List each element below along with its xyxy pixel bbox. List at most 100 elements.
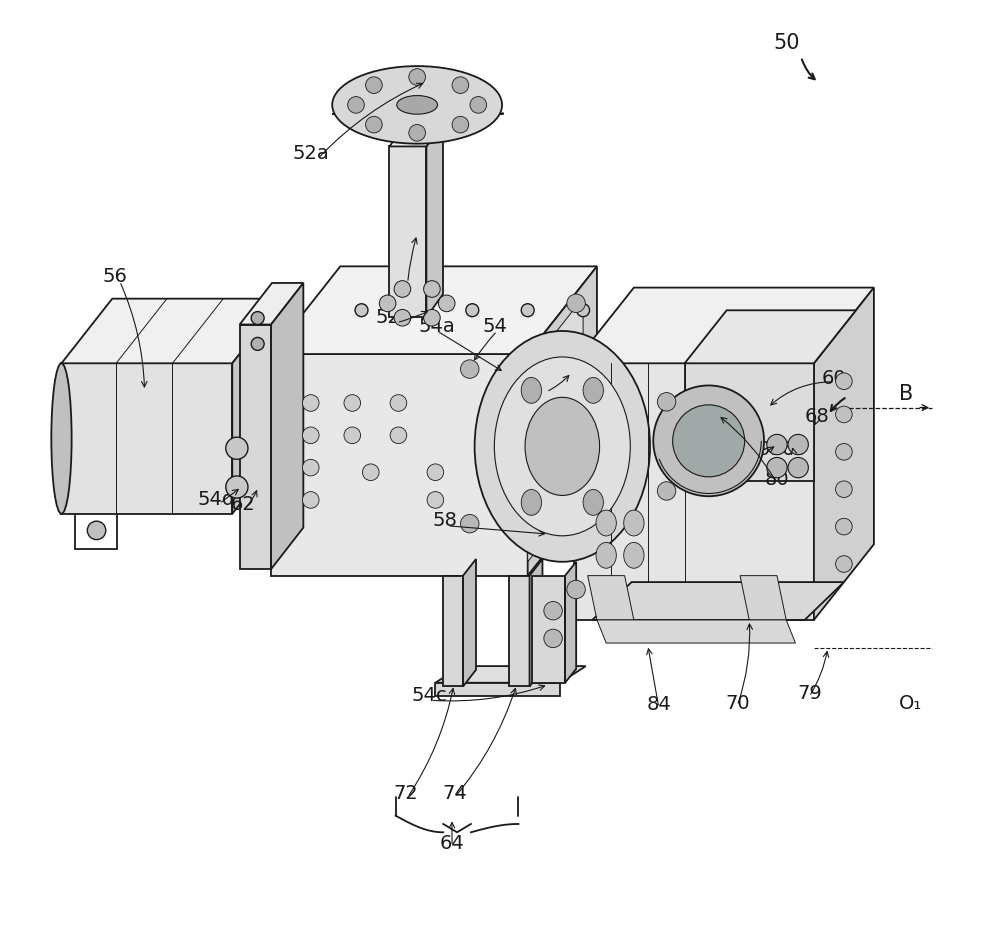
Circle shape — [836, 407, 852, 423]
Polygon shape — [443, 576, 463, 686]
Ellipse shape — [583, 490, 603, 516]
Circle shape — [302, 394, 319, 411]
Polygon shape — [389, 123, 443, 146]
Text: 84: 84 — [646, 695, 671, 714]
Text: 54d: 54d — [198, 491, 235, 509]
Ellipse shape — [596, 543, 616, 569]
Text: 58a: 58a — [526, 378, 563, 397]
Circle shape — [567, 294, 585, 312]
Text: 62: 62 — [231, 495, 256, 514]
Circle shape — [379, 295, 396, 312]
Polygon shape — [588, 576, 634, 619]
Circle shape — [577, 304, 590, 317]
Circle shape — [461, 515, 479, 532]
Text: 52: 52 — [393, 269, 418, 288]
Circle shape — [561, 455, 578, 471]
Circle shape — [657, 393, 676, 411]
Circle shape — [452, 117, 469, 133]
Text: 70: 70 — [725, 694, 750, 712]
Circle shape — [470, 96, 487, 113]
Circle shape — [410, 304, 423, 317]
Circle shape — [366, 117, 382, 133]
Polygon shape — [240, 283, 303, 324]
Circle shape — [251, 337, 264, 350]
Text: 64: 64 — [440, 834, 464, 853]
Text: 80: 80 — [765, 470, 789, 489]
Text: 58: 58 — [432, 511, 457, 530]
Polygon shape — [232, 299, 283, 514]
Polygon shape — [240, 324, 271, 569]
Polygon shape — [685, 363, 814, 482]
Circle shape — [561, 448, 578, 465]
Circle shape — [348, 96, 364, 113]
Text: 68: 68 — [804, 407, 829, 426]
Ellipse shape — [397, 95, 438, 114]
Text: O₁: O₁ — [899, 694, 922, 712]
Circle shape — [561, 461, 578, 478]
Circle shape — [362, 464, 379, 481]
Polygon shape — [61, 363, 232, 514]
Circle shape — [344, 427, 361, 444]
Circle shape — [767, 434, 787, 455]
Circle shape — [438, 295, 455, 312]
Circle shape — [836, 373, 852, 390]
Circle shape — [409, 69, 425, 85]
Circle shape — [427, 464, 444, 481]
Ellipse shape — [624, 510, 644, 536]
Text: 52b: 52b — [375, 307, 412, 327]
Circle shape — [344, 394, 361, 411]
Polygon shape — [685, 310, 856, 363]
Polygon shape — [532, 576, 565, 682]
Ellipse shape — [332, 66, 502, 144]
Text: 52a: 52a — [292, 144, 329, 163]
Polygon shape — [435, 682, 560, 695]
Polygon shape — [271, 354, 528, 576]
Ellipse shape — [475, 331, 650, 562]
Polygon shape — [592, 582, 844, 619]
Text: 66: 66 — [781, 440, 806, 458]
Circle shape — [567, 581, 585, 599]
Text: 74: 74 — [442, 784, 467, 803]
Polygon shape — [565, 562, 576, 682]
Text: 79: 79 — [797, 684, 822, 704]
Polygon shape — [574, 288, 874, 363]
Circle shape — [836, 444, 852, 460]
Text: 50: 50 — [773, 33, 799, 53]
Polygon shape — [528, 267, 597, 576]
Polygon shape — [435, 666, 586, 682]
Polygon shape — [463, 559, 476, 686]
Ellipse shape — [525, 397, 600, 495]
Circle shape — [452, 77, 469, 94]
Text: B: B — [899, 383, 913, 404]
Circle shape — [767, 457, 787, 478]
Polygon shape — [597, 619, 795, 643]
Polygon shape — [740, 576, 786, 619]
Circle shape — [424, 309, 440, 326]
Circle shape — [521, 304, 534, 317]
Circle shape — [409, 124, 425, 141]
Circle shape — [226, 476, 248, 498]
Circle shape — [394, 309, 411, 326]
Text: 54: 54 — [483, 317, 508, 336]
Ellipse shape — [494, 357, 630, 536]
Circle shape — [836, 481, 852, 497]
Polygon shape — [61, 299, 283, 363]
Text: 54c: 54c — [411, 686, 447, 706]
Polygon shape — [574, 363, 814, 619]
Polygon shape — [814, 288, 874, 619]
Text: 54a: 54a — [419, 317, 456, 336]
Polygon shape — [509, 576, 530, 686]
Circle shape — [302, 427, 319, 444]
Circle shape — [366, 77, 382, 94]
Circle shape — [788, 434, 808, 455]
Circle shape — [653, 385, 764, 496]
Ellipse shape — [583, 378, 603, 404]
Circle shape — [466, 304, 479, 317]
Text: 72: 72 — [393, 784, 418, 803]
Circle shape — [302, 459, 319, 476]
Circle shape — [87, 521, 106, 540]
Polygon shape — [426, 123, 443, 318]
Ellipse shape — [521, 490, 542, 516]
Circle shape — [251, 311, 264, 324]
Ellipse shape — [51, 363, 72, 514]
